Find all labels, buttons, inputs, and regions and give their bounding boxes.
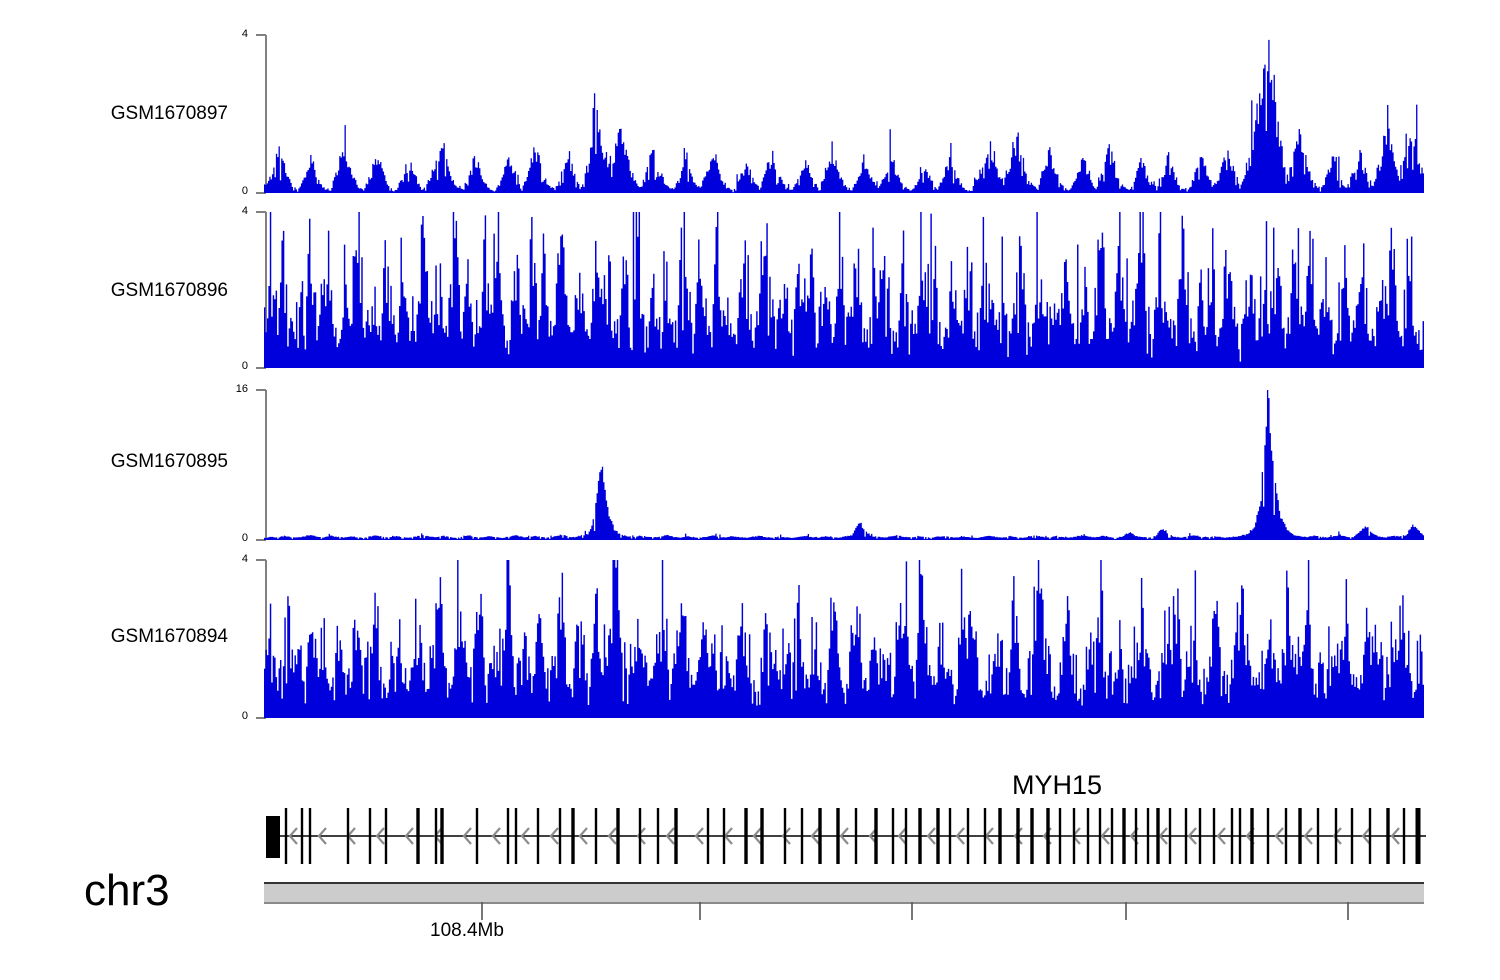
track-label-gsm1670894: GSM1670894 xyxy=(0,626,228,648)
track-1-axis-max: 4 xyxy=(212,28,248,40)
coverage-track-gsm1670894[interactable] xyxy=(264,560,1424,718)
track-label-gsm1670897: GSM1670897 xyxy=(0,103,228,125)
track-2-axis-min: 0 xyxy=(212,360,248,372)
track-3-axis-min: 0 xyxy=(212,532,248,544)
track-1-axis-min: 0 xyxy=(212,185,248,197)
coverage-area-4 xyxy=(264,560,1424,718)
coverage-track-gsm1670895[interactable] xyxy=(264,390,1424,540)
track-label-gsm1670896: GSM1670896 xyxy=(0,280,228,302)
track-4-axis-max: 4 xyxy=(212,553,248,565)
track-3-axis-max: 16 xyxy=(206,383,248,395)
track-label-gsm1670895: GSM1670895 xyxy=(0,451,228,473)
chromosome-label: chr3 xyxy=(84,866,170,916)
coordinate-tick-label: 108.4Mb xyxy=(430,920,504,942)
coverage-area-1 xyxy=(264,40,1424,193)
coverage-track-gsm1670896[interactable] xyxy=(264,212,1424,368)
track-2-axis-max: 4 xyxy=(212,205,248,217)
coverage-area-3 xyxy=(264,390,1424,540)
coverage-track-gsm1670897[interactable] xyxy=(264,35,1424,193)
chromosome-ideogram-bar[interactable] xyxy=(264,882,1424,904)
gene-utr-block xyxy=(266,816,280,858)
coverage-area-2 xyxy=(264,212,1424,368)
genome-browser-view: GSM1670897 4 0 GSM1670896 4 0 GSM1670895… xyxy=(0,0,1500,980)
gene-model-myh15[interactable] xyxy=(260,800,1432,866)
track-4-axis-min: 0 xyxy=(212,710,248,722)
gene-name-label: MYH15 xyxy=(1012,770,1102,801)
